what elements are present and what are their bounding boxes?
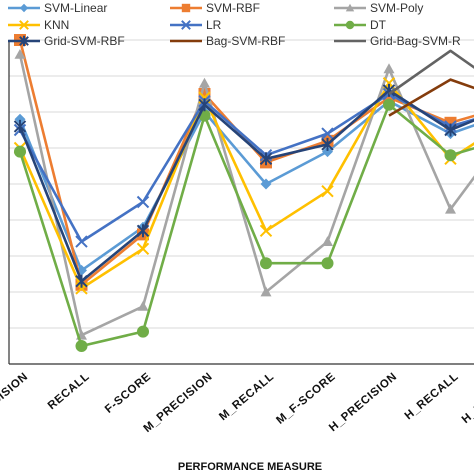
legend-item: Grid-SVM-RBF [8, 34, 125, 48]
legend-marker [19, 20, 29, 30]
data-point [321, 184, 334, 198]
legend-label: Bag-SVM-RBF [206, 34, 285, 48]
legend-label: KNN [44, 18, 69, 32]
series-group [13, 34, 474, 352]
legend-item: Grid-Bag-SVM-R [334, 34, 461, 48]
x-tick-label: M_F-SCORE [274, 371, 338, 427]
legend-label: LR [206, 18, 222, 32]
x-tick-label: H_F-SCORE [460, 371, 474, 426]
data-point [75, 274, 88, 288]
x-tick-label: RECALL [46, 371, 92, 412]
legend-item: KNN [8, 18, 69, 32]
x-tick-label: M_RECALL [217, 371, 276, 424]
data-point [199, 77, 210, 88]
series-line [18, 81, 474, 290]
data-point [259, 224, 273, 238]
x-axis-title: PERFORMANCE MEASURE [178, 461, 322, 473]
data-point [260, 286, 272, 297]
series-bag-svm-rbf [388, 78, 474, 117]
legend-label: DT [370, 18, 387, 32]
legend-marker [181, 20, 191, 30]
series-grid-svm-rbf [13, 83, 474, 288]
data-point [137, 325, 149, 338]
data-point [14, 113, 26, 125]
data-point [322, 236, 333, 246]
series-dt [14, 98, 474, 352]
data-point [382, 83, 396, 97]
legend-marker [345, 20, 355, 30]
series-svm-rbf [14, 34, 474, 291]
series-grid-bag-svm-rbf [388, 49, 474, 96]
data-point [137, 300, 149, 311]
series-svm-poly [14, 48, 474, 340]
legend-label: Grid-Bag-SVM-R [370, 34, 461, 48]
data-point [444, 123, 457, 137]
legend-item: Bag-SVM-RBF [170, 34, 285, 48]
legend-marker [19, 35, 29, 47]
data-point [444, 149, 457, 162]
data-point [383, 63, 395, 74]
series-line [18, 54, 474, 337]
data-point [14, 48, 26, 59]
data-point [75, 340, 88, 352]
legend-marker [345, 3, 355, 12]
legend-marker [19, 3, 29, 13]
legend-label: Grid-SVM-RBF [44, 34, 125, 48]
data-point [75, 235, 88, 248]
data-point [198, 98, 211, 112]
series-line [18, 99, 474, 272]
data-point [136, 242, 150, 256]
legend-item: SVM-RBF [170, 1, 260, 15]
legend-label: SVM-Poly [370, 1, 423, 15]
data-point [14, 145, 26, 158]
data-point [321, 137, 334, 151]
data-point [383, 98, 395, 111]
data-point [321, 257, 334, 270]
data-point [259, 152, 273, 166]
data-point [260, 178, 272, 190]
legend-marker [181, 3, 191, 13]
legend-item: SVM-Linear [8, 1, 107, 15]
legend-label: SVM-RBF [206, 1, 260, 15]
data-point [321, 127, 334, 140]
legend-item: DT [334, 18, 387, 32]
series-line [388, 49, 474, 96]
legend-item: LR [170, 18, 222, 32]
legend-item: SVM-Poly [334, 1, 423, 15]
x-tick-label: H_RECALL [403, 371, 461, 423]
data-point [322, 146, 333, 158]
data-point [13, 119, 27, 133]
legend-label: SVM-Linear [44, 1, 107, 15]
x-tick-label: PRECISION [0, 371, 31, 424]
x-tick-label: H_PRECISION [327, 371, 399, 435]
series-line [388, 78, 474, 117]
legend: SVM-Linear SVM-RBF SVM-Poly KNN LR DT Grid-SVM… [8, 1, 461, 48]
data-point [136, 224, 150, 238]
data-point [136, 195, 150, 209]
data-point [260, 257, 272, 270]
x-tick-label: F-SCORE [103, 371, 154, 416]
axes [8, 40, 474, 365]
data-point [445, 203, 456, 214]
